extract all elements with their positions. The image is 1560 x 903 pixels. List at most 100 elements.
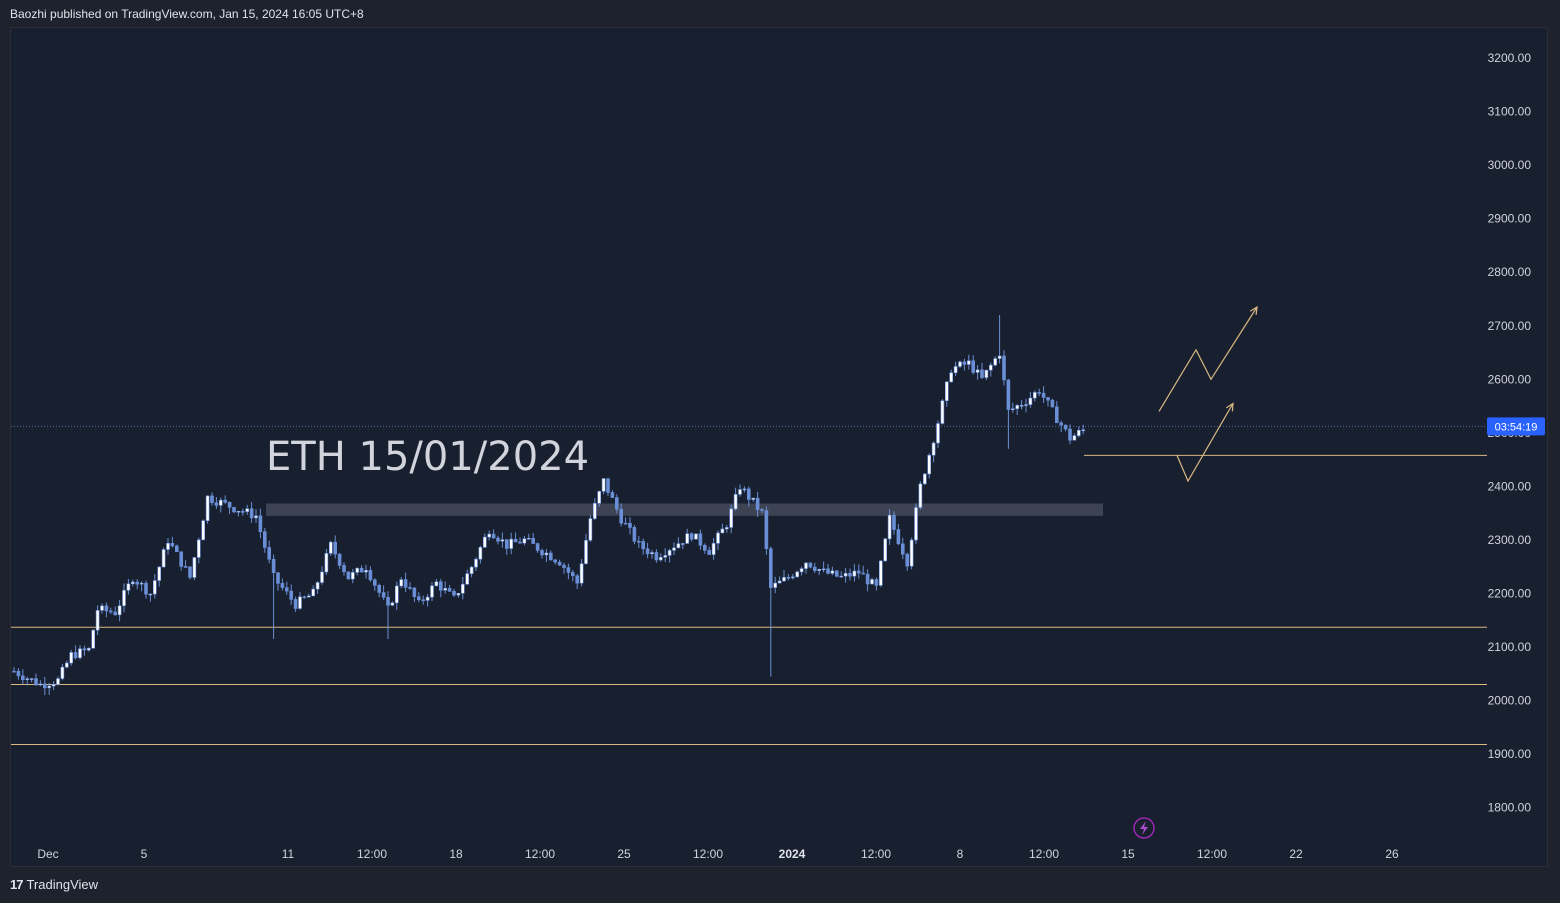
candle (984, 369, 989, 381)
candle (1063, 424, 1068, 432)
candle (742, 486, 747, 493)
candle (386, 591, 390, 640)
candle (812, 562, 817, 574)
candle (205, 495, 210, 524)
candle (614, 494, 619, 514)
time-tick-label: 12:00 (357, 847, 387, 861)
time-tick-label: 12:00 (525, 847, 555, 861)
projection-arrowhead-icon (1249, 305, 1258, 316)
candle (865, 569, 870, 592)
candle (73, 645, 78, 660)
candle (474, 557, 478, 571)
candle (359, 565, 364, 573)
candle (487, 530, 492, 541)
price-chart[interactable]: ETH 15/01/2024 3200.00 3100.00 3000.00 2900… (11, 28, 1549, 868)
candle (918, 481, 923, 510)
candle (922, 473, 927, 486)
candle (368, 566, 373, 582)
footer-brand[interactable]: 17 TradingView (10, 877, 98, 892)
resistance-zone[interactable] (266, 503, 1103, 516)
candle (38, 680, 43, 687)
candle (179, 551, 183, 571)
candle (993, 356, 998, 367)
candle (1015, 404, 1020, 415)
candle (650, 549, 654, 559)
candle (751, 497, 756, 502)
candle (175, 544, 179, 553)
candle (870, 577, 874, 585)
time-axis[interactable]: Dec 5 11 12:00 18 12:00 25 12:00 2024 12:00 8 12:00… (37, 847, 1399, 861)
candle (949, 369, 954, 383)
candle (729, 504, 734, 534)
chart-pane[interactable]: ETH 15/01/2024 3200.00 3100.00 3000.00 2900… (10, 27, 1548, 867)
candle (562, 562, 566, 574)
projection-path[interactable] (1158, 306, 1258, 412)
candle (64, 660, 69, 669)
candle (337, 552, 342, 570)
time-tick-label: 11 (282, 847, 295, 861)
candle (878, 560, 883, 587)
candle (306, 593, 311, 598)
candle (927, 453, 932, 479)
candle (711, 538, 716, 560)
candle (672, 542, 676, 556)
candle (914, 503, 918, 544)
candles-layer (12, 315, 1085, 696)
price-axis[interactable]: 3200.00 3100.00 3000.00 2900.00 2800.00 2700.… (1488, 51, 1532, 815)
candle (126, 578, 131, 595)
candle (821, 561, 826, 573)
candle (892, 511, 896, 535)
candle (131, 579, 135, 587)
price-tick-label: 2900.00 (1488, 212, 1532, 226)
candle (755, 491, 760, 517)
candle (667, 548, 672, 563)
candle (826, 564, 830, 575)
candle (298, 591, 302, 610)
candle (377, 583, 382, 598)
candle (592, 498, 597, 521)
candle (192, 556, 197, 581)
candle (210, 492, 214, 506)
candle (135, 579, 139, 590)
candle (293, 596, 298, 613)
candle (394, 581, 399, 611)
candle (460, 576, 465, 600)
candle (87, 647, 91, 652)
lightning-icon[interactable] (1133, 817, 1155, 839)
candle (421, 595, 426, 605)
candle (51, 681, 56, 691)
time-tick-label: 18 (449, 847, 463, 861)
candle (518, 537, 522, 544)
candle (988, 362, 993, 377)
candle (566, 563, 571, 580)
price-tick-label: 3100.00 (1488, 105, 1532, 119)
candle (315, 581, 320, 595)
candle (16, 667, 21, 680)
candle (944, 381, 949, 407)
candle (694, 533, 698, 540)
candle (971, 355, 976, 375)
candle (953, 361, 958, 376)
projection-path[interactable] (1176, 403, 1234, 483)
candle (372, 578, 377, 591)
candle (412, 587, 417, 603)
candle (478, 545, 483, 564)
countdown-badge-bg (1487, 417, 1545, 436)
candle (122, 583, 126, 613)
candle (874, 577, 879, 591)
candle (733, 487, 738, 511)
candle (223, 495, 227, 505)
candle (936, 420, 940, 448)
candle (342, 562, 346, 576)
candle (430, 581, 434, 602)
price-tick-label: 2800.00 (1488, 265, 1532, 279)
candle (144, 580, 148, 599)
candle (636, 536, 641, 548)
candle (42, 676, 47, 696)
candle (232, 506, 236, 514)
candle (997, 315, 1002, 364)
candle (109, 607, 113, 615)
candle (276, 572, 280, 591)
candle (883, 537, 888, 562)
candle (632, 525, 637, 545)
